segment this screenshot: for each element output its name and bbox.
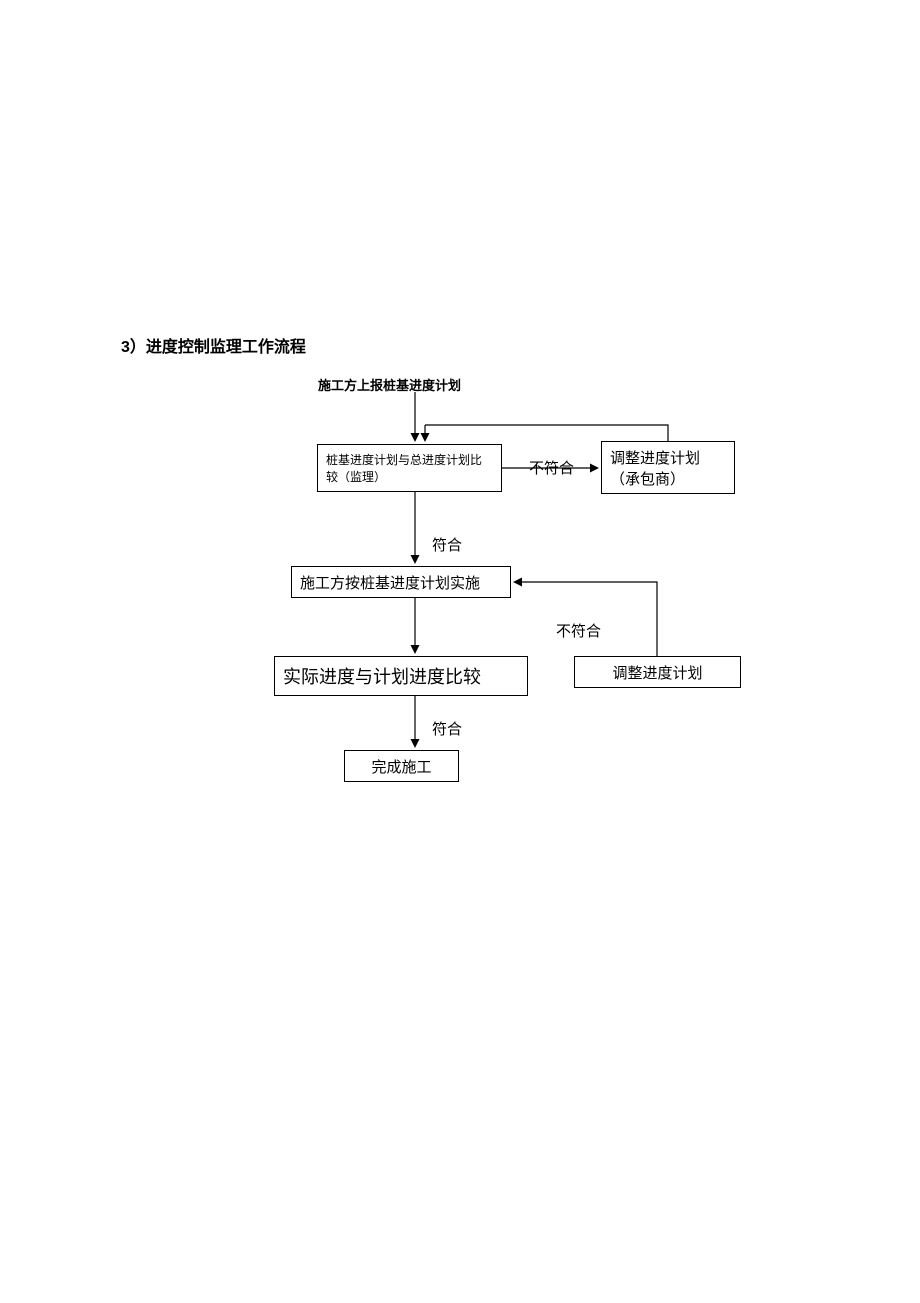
node-complete: 完成施工 [344, 750, 459, 782]
node-adjust-plan-contractor: 调整进度计划（承包商） [601, 441, 735, 494]
node-complete-text: 完成施工 [371, 756, 431, 777]
flowchart-connectors [0, 0, 920, 1303]
node-compare-plan-text: 桩基进度计划与总进度计划比较（监理） [326, 451, 493, 485]
edge-label-conform-1: 符合 [432, 534, 462, 555]
edge-label-not-conform-2: 不符合 [556, 620, 601, 641]
node-compare-actual-text: 实际进度与计划进度比较 [283, 663, 481, 689]
edge-label-conform-2: 符合 [432, 718, 462, 739]
section-heading: 3）进度控制监理工作流程 [121, 333, 306, 357]
node-adjust-plan-text: 调整进度计划 [612, 662, 702, 683]
node-adjust-plan-contractor-text: 调整进度计划（承包商） [610, 447, 726, 489]
node-compare-plan: 桩基进度计划与总进度计划比较（监理） [317, 444, 502, 492]
node-execute-text: 施工方按桩基进度计划实施 [300, 572, 480, 593]
node-adjust-plan: 调整进度计划 [574, 656, 741, 688]
edge-label-not-conform-1: 不符合 [529, 457, 574, 478]
node-execute: 施工方按桩基进度计划实施 [291, 566, 511, 598]
start-label: 施工方上报桩基进度计划 [318, 375, 461, 394]
node-compare-actual: 实际进度与计划进度比较 [274, 656, 528, 696]
